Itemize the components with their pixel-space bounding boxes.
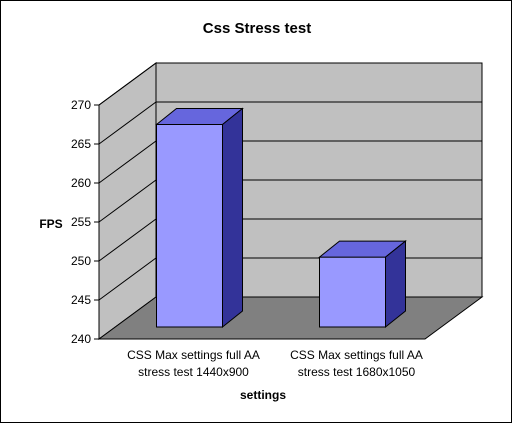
x-category-label: CSS Max settings full AA <box>290 348 423 362</box>
bar-front <box>156 124 223 328</box>
x-category-label: stress test 1440x900 <box>138 365 249 379</box>
x-axis-label: settings <box>240 388 286 402</box>
gridline <box>98 101 482 145</box>
bar-front <box>319 256 386 328</box>
y-tick-label: 240 <box>71 332 91 346</box>
bar <box>155 107 244 329</box>
y-tick-label: 255 <box>71 215 91 229</box>
chart-title: Css Stress test <box>203 20 311 37</box>
y-tick-labels: 240 245 250 255 260 265 270 <box>71 98 100 346</box>
gridline <box>98 62 482 106</box>
y-tick-label: 270 <box>71 98 91 112</box>
y-tick-label: 250 <box>71 254 91 268</box>
bar-side <box>222 107 243 329</box>
y-tick-label: 245 <box>71 293 91 307</box>
y-axis-label: FPS <box>39 217 62 231</box>
x-category-label: stress test 1680x1050 <box>298 365 416 379</box>
y-tick-label: 265 <box>71 137 91 151</box>
x-category-label: CSS Max settings full AA <box>127 348 260 362</box>
x-category-labels: CSS Max settings full AA stress test 1440… <box>127 348 423 379</box>
bar <box>318 240 407 329</box>
bars <box>155 107 407 329</box>
bar-side <box>385 240 406 329</box>
y-tick-label: 260 <box>71 176 91 190</box>
